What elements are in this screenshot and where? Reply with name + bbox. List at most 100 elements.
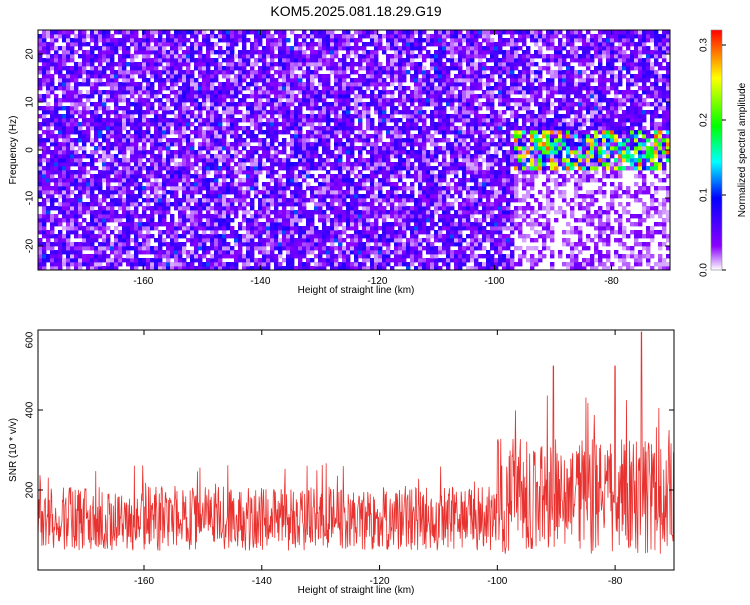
spectrogram-cell	[146, 70, 151, 75]
spectrogram-cell	[294, 122, 299, 127]
spectrogram-cell	[362, 182, 367, 187]
spectrogram-cell	[178, 218, 183, 223]
spectrogram-cell	[210, 218, 215, 223]
spectrogram-cell	[46, 242, 51, 247]
spectrogram-cell	[354, 102, 359, 107]
spectrogram-cell	[122, 110, 127, 115]
spectrogram-cell	[70, 250, 75, 255]
spectrogram-cell	[422, 202, 427, 207]
spectrogram-cell	[338, 186, 343, 191]
spectrogram-cell	[322, 102, 327, 107]
spectrogram-cell	[382, 46, 387, 51]
spectrogram-cell	[174, 194, 179, 199]
spectrogram-cell	[238, 186, 243, 191]
spectrogram-cell	[226, 46, 231, 51]
spectrogram-cell	[58, 130, 63, 135]
spectrogram-cell	[258, 74, 263, 79]
spectrogram-cell	[142, 226, 147, 231]
spectrogram-cell	[386, 74, 391, 79]
spectrogram-cell	[98, 214, 103, 219]
spectrogram-cell	[282, 174, 287, 179]
spectrogram-cell	[294, 198, 299, 203]
spectrogram-cell	[418, 242, 423, 247]
spectrogram-cell	[222, 102, 227, 107]
spectrogram-cell	[154, 42, 159, 47]
spectrogram-cell	[238, 170, 243, 175]
spectrogram-cell	[174, 266, 179, 270]
spectrogram-cell	[362, 250, 367, 255]
spectrogram-cell	[402, 126, 407, 131]
spectrogram-cell	[186, 214, 191, 219]
spectrogram-cell	[110, 34, 115, 39]
spectrogram-cell	[138, 234, 143, 239]
spectrogram-cell	[214, 246, 219, 251]
spectrogram-cell	[106, 146, 111, 151]
spectrogram-cell	[426, 186, 431, 191]
spectrogram-cell	[174, 38, 179, 43]
spectrogram-cell	[258, 38, 263, 43]
spectrogram-cell	[346, 174, 351, 179]
spectrogram-cell	[194, 266, 199, 270]
spectrogram-cell	[398, 74, 403, 79]
spectrogram-cell	[294, 114, 299, 119]
spectrogram-cell	[194, 62, 199, 67]
spectrogram-cell	[222, 254, 227, 259]
spectrogram-cell	[406, 98, 411, 103]
spectrogram-cell	[278, 94, 283, 99]
spectrogram-cell	[186, 110, 191, 115]
spectrogram-cell	[118, 242, 123, 247]
spectrogram-cell	[142, 250, 147, 255]
spectrogram-cell	[274, 234, 279, 239]
spectrogram-cell	[194, 86, 199, 91]
spectrogram-cell	[246, 126, 251, 131]
spectrogram-cell	[418, 246, 423, 251]
spectrogram-cell	[390, 138, 395, 143]
spectrogram-cell	[314, 50, 319, 55]
spectrogram-cell	[250, 66, 255, 71]
spectrogram-cell	[418, 30, 423, 35]
spectrogram-cell	[386, 70, 391, 75]
spectrogram-cell	[238, 250, 243, 255]
spectrogram-cell	[334, 214, 339, 219]
spectrogram-cell	[98, 246, 103, 251]
spectrogram-cell	[58, 62, 63, 67]
spectrogram-cell	[354, 258, 359, 263]
spectrogram-cell	[206, 170, 211, 175]
spectrogram-cell	[430, 98, 435, 103]
spectrogram-cell	[198, 190, 203, 195]
spectrogram-cell	[434, 178, 439, 183]
spectrogram-cell	[198, 82, 203, 87]
spectrogram-cell	[438, 234, 443, 239]
spectrogram-cell	[182, 154, 187, 159]
spectrogram-cell	[158, 46, 163, 51]
spectrogram-cell	[370, 238, 375, 243]
spectrogram-cell	[154, 58, 159, 63]
spectrogram-cell	[298, 162, 303, 167]
spectrogram-cell	[38, 54, 43, 59]
spectrogram-cell	[202, 30, 207, 35]
spectrogram-cell	[158, 102, 163, 107]
spectrogram-cell	[94, 186, 99, 191]
spectrogram-cell	[246, 86, 251, 91]
spectrogram-cell	[330, 58, 335, 63]
spectrogram-cell	[50, 54, 55, 59]
spectrogram-cell	[154, 166, 159, 171]
spectrogram-cell	[426, 226, 431, 231]
spectrogram-cell	[310, 42, 315, 47]
spectrogram-cell	[98, 102, 103, 107]
spectrogram-cell	[234, 38, 239, 43]
spectrogram-cell	[218, 214, 223, 219]
spectrogram-cell	[338, 82, 343, 87]
spectrogram-cell	[282, 226, 287, 231]
spectrogram-cell	[322, 74, 327, 79]
spectrogram-cell	[210, 158, 215, 163]
spectrogram-cell	[418, 146, 423, 151]
spectrogram-cell	[122, 182, 127, 187]
spectrogram-cell	[130, 174, 135, 179]
spectrogram-cell	[314, 162, 319, 167]
spectrogram-cell	[78, 98, 83, 103]
spectrogram-cell	[434, 110, 439, 115]
spectrogram-cell	[338, 266, 343, 270]
spectrogram-cell	[370, 222, 375, 227]
spectrogram-cell	[118, 122, 123, 127]
